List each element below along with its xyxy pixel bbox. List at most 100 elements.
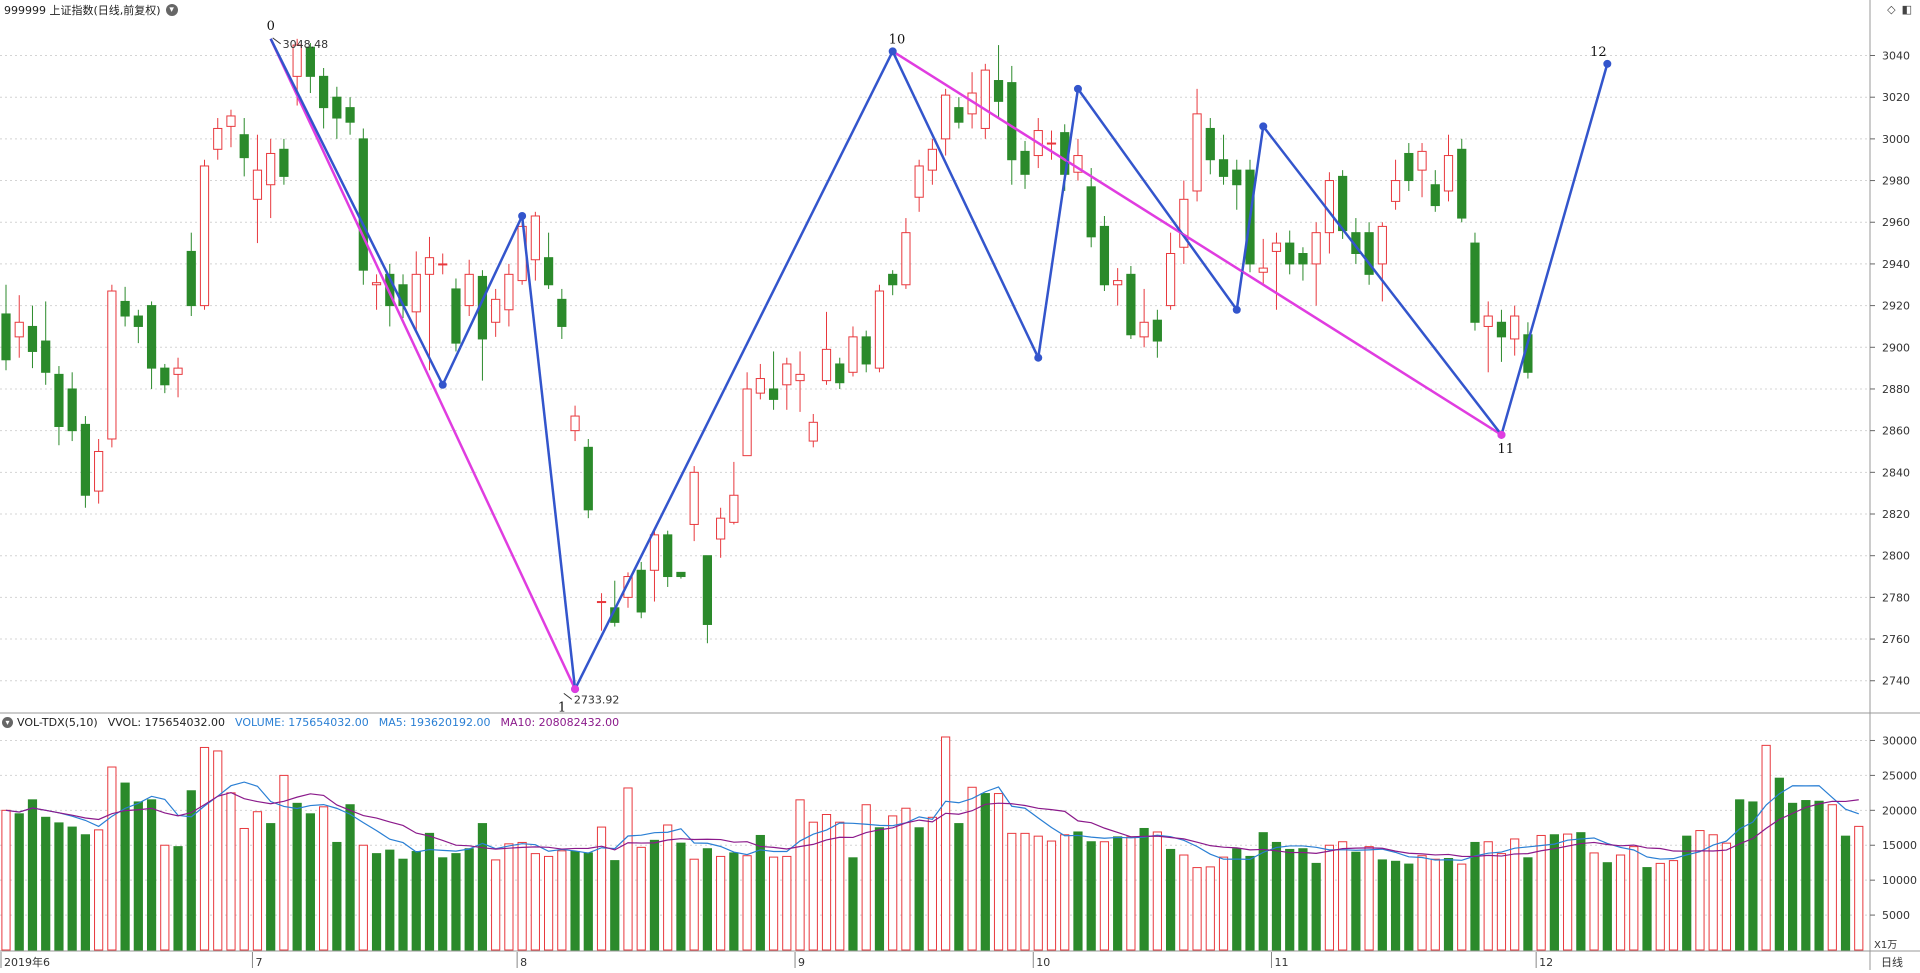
candle-down <box>583 446 593 511</box>
volume-bar-up <box>1192 867 1202 951</box>
volume-bar-up <box>1615 854 1626 951</box>
date-tick-label: 12 <box>1539 956 1553 969</box>
volume-bar-up <box>1668 860 1679 951</box>
price-tick-label: 2960 <box>1882 216 1910 229</box>
candle-up <box>927 148 937 171</box>
chevron-down-icon[interactable]: ▾ <box>165 4 178 16</box>
price-tick-label: 2740 <box>1882 675 1910 688</box>
candle-up <box>252 169 263 200</box>
candle-up <box>1377 225 1387 265</box>
candle-down <box>27 325 38 352</box>
volume-unit-label: X1万 <box>1874 940 1897 951</box>
candle-down <box>768 388 779 400</box>
candle-up <box>1390 180 1401 202</box>
candle-up <box>1443 155 1454 192</box>
candle-down <box>1086 186 1096 238</box>
candle-up <box>491 298 501 323</box>
candle-up <box>530 215 540 261</box>
date-tick-label: 7 <box>255 956 262 969</box>
panel-toggle-icon[interactable]: ◧ <box>1901 3 1912 16</box>
volume-bar-up <box>1854 825 1864 951</box>
volume-bar-down <box>755 834 765 951</box>
volume-bar-down <box>451 853 461 951</box>
chart-header: 999999 上证指数(日线,前复权) ▾ <box>4 2 178 18</box>
volume-bar-down <box>477 823 488 951</box>
volume-bar-up <box>504 843 514 951</box>
candle-down <box>1430 184 1440 207</box>
volume-bar-down <box>1311 862 1321 951</box>
candle-up <box>782 363 792 386</box>
volume-bar-down <box>1774 777 1784 951</box>
candle-up <box>1139 321 1149 338</box>
candle-up <box>213 127 223 150</box>
volume-bar-down <box>1165 848 1176 951</box>
candle-up <box>901 232 911 286</box>
chevron-down-icon[interactable]: ▾ <box>2 716 13 728</box>
candle-up <box>808 421 818 442</box>
volume-bar-up <box>1046 840 1057 951</box>
volume-bar-down <box>1814 800 1824 951</box>
volume-bar-down <box>305 813 315 951</box>
candle-up <box>1192 113 1202 192</box>
volume-bar-up <box>1099 841 1110 951</box>
volume-bar-up <box>993 793 1004 951</box>
candle-up <box>755 378 765 394</box>
candle-down <box>861 336 871 365</box>
candle-up <box>1510 315 1520 340</box>
candle-up <box>874 290 885 369</box>
wave-arrowhead-magenta <box>571 685 580 694</box>
volume-bar-up <box>1033 835 1043 951</box>
volume-bar-up <box>888 815 898 951</box>
candle-down <box>1099 225 1110 286</box>
volume-bar-up <box>636 846 646 951</box>
candle-down <box>954 107 964 123</box>
volume-bar-down <box>1642 867 1652 951</box>
volume-bar-up <box>557 850 567 951</box>
volume-bar-up <box>530 853 540 951</box>
candle-down <box>557 298 567 327</box>
volume-bar-up <box>107 766 117 951</box>
candle-down <box>702 555 713 625</box>
volume-bar-down <box>1470 841 1480 951</box>
volume-indicator-name[interactable]: VOL-TDX(5,10) <box>17 715 98 729</box>
volume-bar-up <box>1060 834 1070 951</box>
wave-arrowhead-blue <box>518 211 527 220</box>
volume-bar-up <box>226 792 236 951</box>
volume-bar-up <box>1179 854 1189 951</box>
candle-down <box>1152 319 1162 342</box>
volume-bar-up <box>1152 831 1162 951</box>
candle-down <box>67 388 77 432</box>
volume-bar-up <box>543 855 554 951</box>
volume-bar-down <box>1443 858 1454 951</box>
volume-bar-up <box>491 859 501 951</box>
price-tick-label: 3040 <box>1882 50 1910 63</box>
wave-label: 1 <box>558 700 566 715</box>
volume-bar-down <box>980 793 990 951</box>
volume-bar-down <box>1113 836 1123 951</box>
volume-bar-down <box>610 860 620 951</box>
candle-down <box>993 80 1004 102</box>
candle-up <box>1113 280 1123 286</box>
volume-bar-up <box>1589 852 1599 951</box>
candle-down <box>1364 232 1374 275</box>
wave-label: 12 <box>1590 45 1607 60</box>
candle-up <box>821 348 832 382</box>
diamond-icon[interactable]: ◇ <box>1887 3 1896 16</box>
volume-tick-label: 10000 <box>1882 874 1917 887</box>
volume-bar-down <box>80 834 91 951</box>
candle-down <box>676 571 686 578</box>
candle-up <box>1417 150 1427 171</box>
volume-bar-up <box>1483 841 1493 951</box>
candle-down <box>120 300 130 317</box>
candle-down <box>663 534 673 578</box>
candle-down <box>636 569 646 613</box>
volume-bar-down <box>954 823 964 951</box>
volume-bar-up <box>1721 842 1732 951</box>
volume-bar-down <box>729 852 739 951</box>
wave-line-blue <box>573 50 894 690</box>
volume-bar-down <box>464 848 474 951</box>
volume-bar-down <box>27 799 38 951</box>
volume-bar-up <box>967 786 977 951</box>
candle-down <box>54 373 64 427</box>
